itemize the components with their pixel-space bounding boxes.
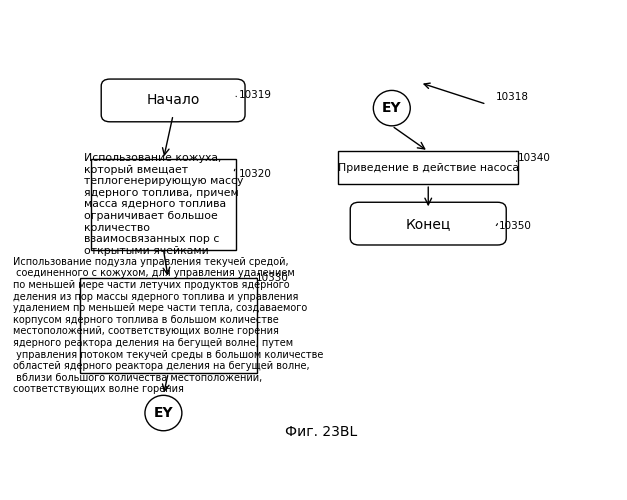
Text: Фиг. 23BL: Фиг. 23BL [285,425,357,439]
Text: 10350: 10350 [498,220,532,230]
Text: 10340: 10340 [518,153,551,163]
Text: Начало: Начало [147,94,200,108]
Bar [339,152,518,184]
Bar [80,278,257,373]
Text: EY: EY [382,101,402,115]
Text: Использование подузла управления текучей средой,
 соединенного с кожухом, для уп: Использование подузла управления текучей… [13,257,324,394]
Text: 10330: 10330 [256,272,288,282]
Text: Конец: Конец [406,216,451,230]
Text: EY: EY [154,406,173,420]
Bar [90,159,236,250]
Ellipse shape [373,90,410,126]
Text: 10318: 10318 [497,92,529,102]
Text: Использование кожуха,
который вмещает
теплогенерирующую массу
ядерного топлива, : Использование кожуха, который вмещает те… [84,153,243,256]
Text: 10319: 10319 [239,90,271,100]
Ellipse shape [145,396,182,431]
FancyBboxPatch shape [350,202,506,245]
FancyBboxPatch shape [101,79,245,122]
Text: Приведение в действие насоса: Приведение в действие насоса [338,163,519,173]
Text: 10320: 10320 [239,168,271,178]
